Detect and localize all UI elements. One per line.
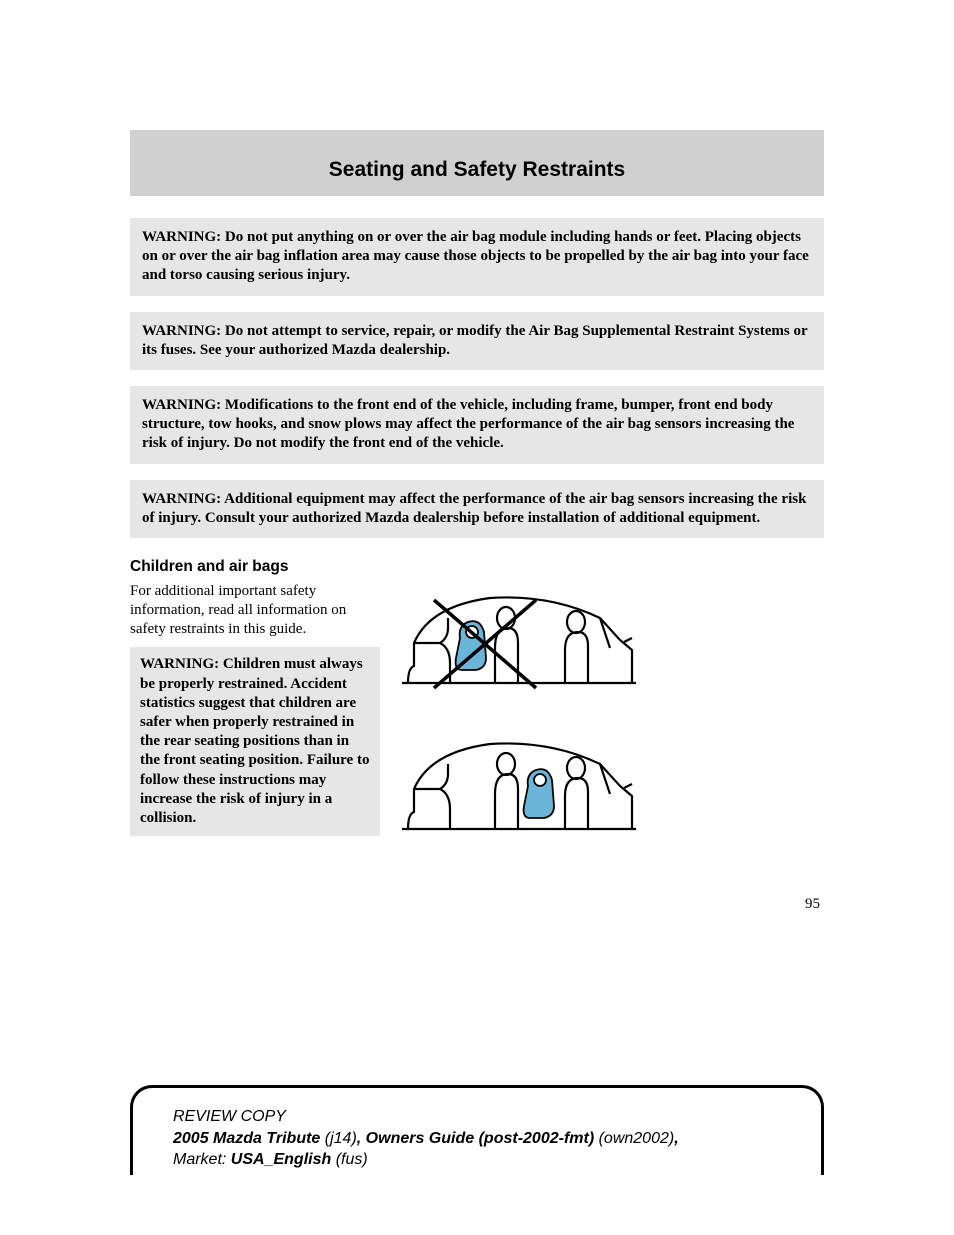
warning-text: Do not put anything on or over the air b… (142, 229, 809, 283)
warning-text: Modifications to the front end of the ve… (142, 397, 794, 451)
child-rear-seat-correct-icon (400, 734, 638, 856)
footer-line-1: REVIEW COPY (173, 1106, 801, 1128)
warning-label: WARNING: (140, 656, 219, 672)
warning-box-4: WARNING: Additional equipment may affect… (130, 480, 824, 538)
left-column: For additional important safety informat… (130, 582, 380, 856)
footer-line-2: 2005 Mazda Tribute (j14), Owners Guide (… (173, 1128, 801, 1150)
warning-text: Additional equipment may affect the perf… (142, 491, 806, 526)
page-content: Seating and Safety Restraints WARNING: D… (0, 0, 954, 913)
two-column-layout: For additional important safety informat… (130, 582, 824, 856)
warning-box-2: WARNING: Do not attempt to service, repa… (130, 312, 824, 370)
chapter-title: Seating and Safety Restraints (150, 158, 804, 182)
section-heading: Children and air bags (130, 558, 824, 576)
warning-label: WARNING: (142, 323, 221, 339)
footer-line-3: Market: USA_English (fus) (173, 1149, 801, 1171)
warning-label: WARNING: (142, 397, 221, 413)
warning-text: Children must always be properly restrai… (140, 656, 369, 826)
warning-box-1: WARNING: Do not put anything on or over … (130, 218, 824, 296)
footer-metadata-box: REVIEW COPY 2005 Mazda Tribute (j14), Ow… (130, 1085, 824, 1175)
inline-warning-box: WARNING: Children must always be properl… (130, 647, 380, 836)
section-body: For additional important safety informat… (130, 582, 380, 640)
warning-label: WARNING: (142, 229, 221, 245)
warning-box-3: WARNING: Modifications to the front end … (130, 386, 824, 464)
warning-text: Do not attempt to service, repair, or mo… (142, 323, 807, 358)
warning-label: WARNING: (142, 491, 221, 507)
chapter-header: Seating and Safety Restraints (130, 130, 824, 196)
child-front-seat-incorrect-icon (400, 588, 638, 710)
right-column (400, 582, 824, 856)
page-number: 95 (130, 896, 824, 913)
